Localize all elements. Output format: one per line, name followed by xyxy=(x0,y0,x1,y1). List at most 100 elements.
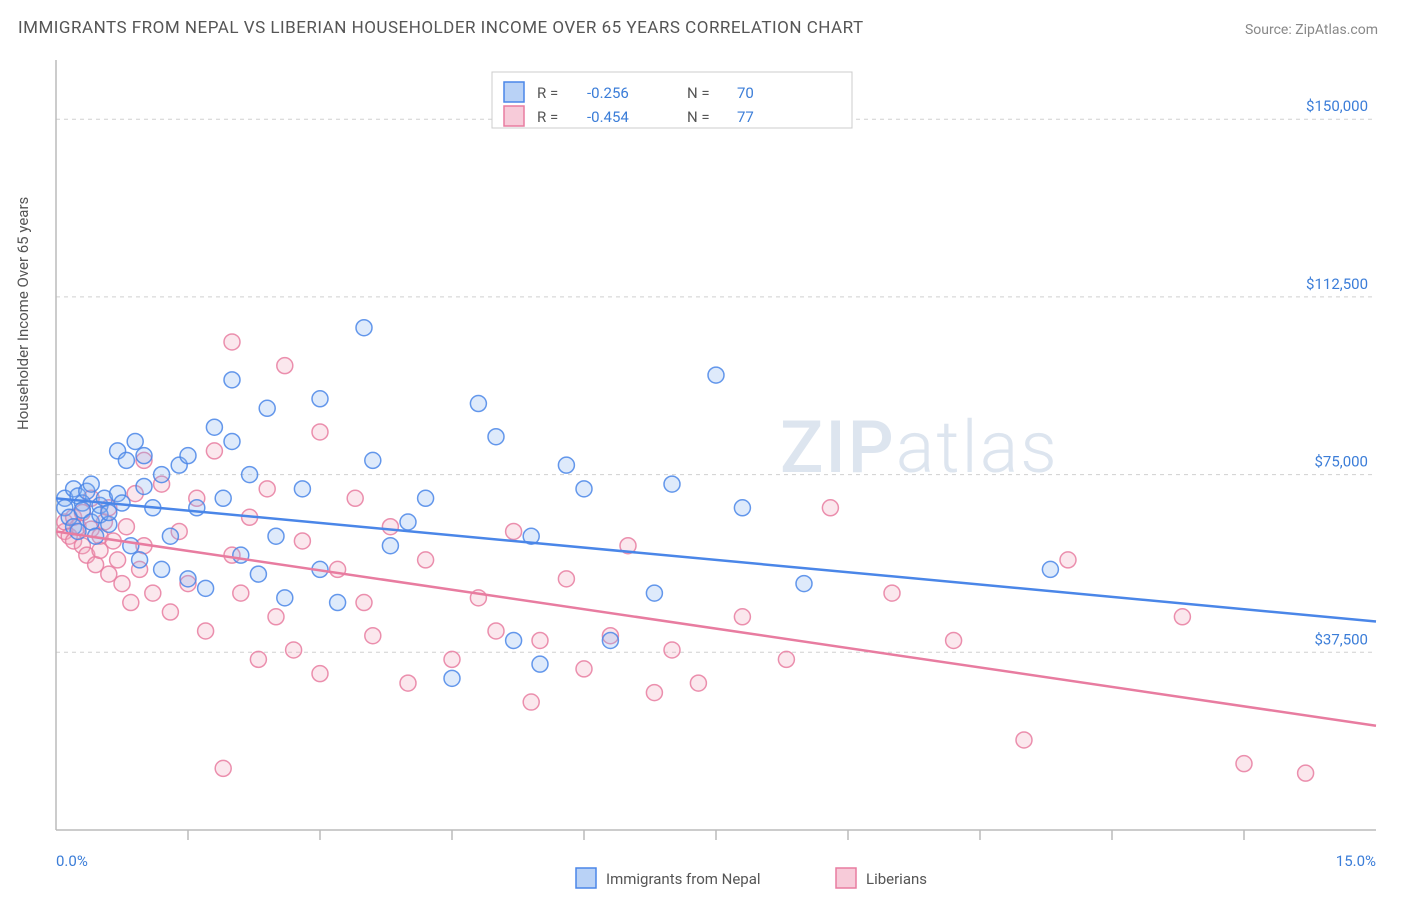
data-point xyxy=(250,651,266,667)
data-point xyxy=(382,519,398,535)
data-point xyxy=(1298,765,1314,781)
y-tick-label: $112,500 xyxy=(1306,275,1368,293)
data-point xyxy=(1174,609,1190,625)
data-point xyxy=(690,675,706,691)
data-point xyxy=(215,760,231,776)
data-point xyxy=(123,538,139,554)
chart-svg: $37,500 $75,000 $112,500 $150,000 0.0% 15.0% R… xyxy=(56,60,1406,900)
data-point xyxy=(382,538,398,554)
legend-swatch xyxy=(504,106,524,126)
data-point xyxy=(215,490,231,506)
data-point xyxy=(259,400,275,416)
data-point xyxy=(1042,561,1058,577)
data-point xyxy=(1060,552,1076,568)
data-point xyxy=(532,632,548,648)
legend-n-label: N = xyxy=(687,84,710,102)
data-point xyxy=(294,533,310,549)
data-point xyxy=(822,500,838,516)
data-point xyxy=(488,429,504,445)
data-point xyxy=(180,448,196,464)
data-point xyxy=(180,571,196,587)
data-point xyxy=(136,448,152,464)
data-point xyxy=(312,666,328,682)
data-point xyxy=(127,433,143,449)
data-point xyxy=(664,476,680,492)
data-point xyxy=(312,424,328,440)
data-point xyxy=(532,656,548,672)
data-point xyxy=(884,585,900,601)
data-point xyxy=(233,585,249,601)
data-point xyxy=(154,561,170,577)
data-point xyxy=(154,467,170,483)
chart-title: IMMIGRANTS FROM NEPAL VS LIBERIAN HOUSEH… xyxy=(18,18,864,38)
legend-r-value: -0.454 xyxy=(587,108,629,126)
data-point xyxy=(558,457,574,473)
legend-r-label: R = xyxy=(537,84,558,102)
data-point xyxy=(277,590,293,606)
legend-r-label: R = xyxy=(537,108,558,126)
data-point xyxy=(224,372,240,388)
x-tick-label: 15.0% xyxy=(1336,852,1376,870)
data-point xyxy=(365,628,381,644)
data-point xyxy=(646,585,662,601)
data-point xyxy=(356,595,372,611)
legend-n-value: 77 xyxy=(737,108,754,126)
y-tick-label: $150,000 xyxy=(1306,97,1368,115)
data-point xyxy=(576,481,592,497)
data-point xyxy=(189,500,205,516)
data-point xyxy=(347,490,363,506)
data-point xyxy=(734,609,750,625)
data-point xyxy=(233,547,249,563)
data-point xyxy=(1016,732,1032,748)
y-axis-label: Householder Income Over 65 years xyxy=(14,197,32,430)
data-point xyxy=(162,528,178,544)
data-point xyxy=(198,580,214,596)
data-point xyxy=(444,670,460,686)
data-point xyxy=(734,500,750,516)
data-point xyxy=(365,452,381,468)
data-point xyxy=(123,595,139,611)
data-point xyxy=(312,391,328,407)
data-point xyxy=(946,632,962,648)
data-point xyxy=(145,585,161,601)
data-point xyxy=(277,358,293,374)
source-attribution: Source: ZipAtlas.com xyxy=(1245,22,1378,38)
data-point xyxy=(268,528,284,544)
data-point xyxy=(83,476,99,492)
data-point xyxy=(224,334,240,350)
data-point xyxy=(259,481,275,497)
y-tick-label: $75,000 xyxy=(1314,453,1368,471)
data-point xyxy=(576,661,592,677)
data-point xyxy=(602,632,618,648)
y-tick-label: $37,500 xyxy=(1314,630,1368,648)
source-link[interactable]: ZipAtlas.com xyxy=(1295,22,1378,38)
data-point xyxy=(796,576,812,592)
data-point xyxy=(523,694,539,710)
data-point xyxy=(418,490,434,506)
legend-n-value: 70 xyxy=(737,84,754,102)
data-point xyxy=(506,523,522,539)
legend-swatch xyxy=(504,82,524,102)
data-point xyxy=(400,514,416,530)
data-point xyxy=(330,595,346,611)
data-point xyxy=(470,396,486,412)
data-point xyxy=(418,552,434,568)
data-point xyxy=(162,604,178,620)
data-point xyxy=(250,566,266,582)
data-point xyxy=(268,609,284,625)
data-point xyxy=(224,433,240,449)
data-point xyxy=(356,320,372,336)
data-point xyxy=(118,452,134,468)
data-point xyxy=(242,467,258,483)
data-point xyxy=(646,685,662,701)
data-point xyxy=(488,623,504,639)
legend-swatch-bottom xyxy=(836,868,856,888)
data-point xyxy=(444,651,460,667)
x-tick-label: 0.0% xyxy=(56,852,88,870)
data-point xyxy=(118,519,134,535)
data-point xyxy=(136,478,152,494)
data-point xyxy=(206,419,222,435)
data-point xyxy=(778,651,794,667)
source-label: Source: xyxy=(1245,22,1295,38)
legend-r-value: -0.256 xyxy=(587,84,629,102)
